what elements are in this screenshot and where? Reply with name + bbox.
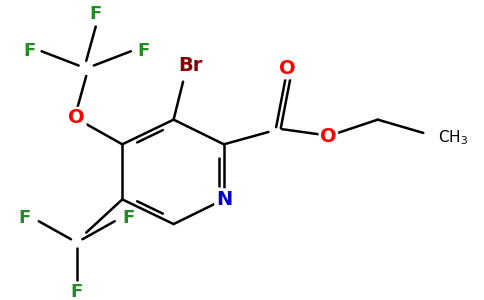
Text: F: F	[18, 209, 30, 227]
Text: O: O	[279, 59, 296, 78]
Text: N: N	[216, 190, 232, 209]
Text: F: F	[23, 42, 35, 60]
Text: Br: Br	[179, 56, 203, 75]
Text: CH$_3$: CH$_3$	[438, 128, 468, 147]
Text: F: F	[123, 209, 135, 227]
Text: O: O	[320, 127, 337, 146]
Text: O: O	[68, 108, 85, 127]
Text: F: F	[71, 284, 83, 300]
Text: F: F	[137, 42, 150, 60]
Text: F: F	[90, 5, 102, 23]
